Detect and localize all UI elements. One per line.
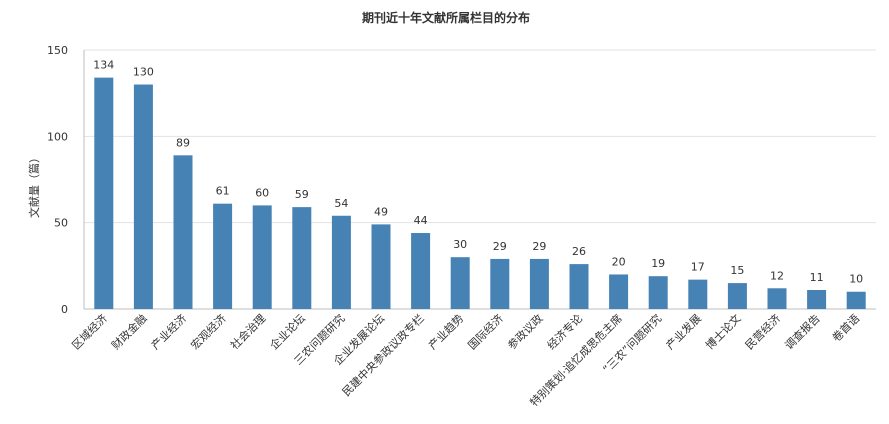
bar[interactable]: [846, 291, 866, 309]
bar[interactable]: [767, 288, 787, 309]
chart-title: 期刊近十年文献所属栏目的分布: [362, 10, 530, 25]
bar[interactable]: [569, 264, 589, 309]
bar[interactable]: [727, 283, 747, 309]
gridlines: [84, 49, 876, 224]
x-tick-label: 调查报告: [782, 311, 823, 352]
data-label: 11: [810, 271, 824, 284]
x-tick-label: 财政金融: [109, 311, 150, 352]
data-label: 130: [133, 66, 154, 79]
data-label: 60: [255, 186, 269, 199]
y-tick-label: 50: [54, 217, 68, 230]
x-tick-label: 宏观经济: [188, 311, 229, 352]
bar[interactable]: [94, 77, 114, 309]
data-label: 54: [334, 197, 348, 210]
data-label: 61: [216, 185, 230, 198]
data-label: 10: [849, 273, 863, 286]
bar[interactable]: [529, 258, 549, 309]
data-label: 59: [295, 188, 309, 201]
bar[interactable]: [252, 205, 272, 309]
x-tick-label: 卷首语: [829, 311, 862, 344]
bar[interactable]: [450, 257, 470, 309]
x-tick-label: 民营经济: [742, 311, 783, 352]
bar[interactable]: [331, 215, 351, 309]
x-axis-ticks: 区域经济 财政金融 产业经济 宏观经济 社会治理 企业论坛三农问题研究企业发展论坛民建中央…: [69, 311, 862, 409]
x-tick-label: 参政议政: [505, 311, 546, 352]
y-tick-label: 0: [61, 303, 68, 316]
x-tick-label: 国际经济: [465, 311, 506, 352]
bar[interactable]: [609, 274, 629, 309]
x-tick-label: 产业趋势: [425, 311, 466, 352]
x-tick-label: 产业经济: [148, 311, 189, 352]
data-label: 44: [414, 214, 428, 227]
x-tick-label: 博士论文: [703, 311, 744, 352]
bar[interactable]: [371, 224, 391, 309]
bar[interactable]: [807, 290, 827, 309]
bar[interactable]: [213, 203, 233, 309]
data-label: 49: [374, 205, 388, 218]
x-tick-label: 区域经济: [69, 311, 110, 352]
data-label: 89: [176, 136, 190, 149]
data-label: 20: [612, 255, 626, 268]
data-labels: 134 130 89 61 60 59 54 49 44 30 29 29 26 20 19 17 15 12 11…: [93, 59, 863, 286]
x-tick-label: 产业发展: [663, 311, 704, 352]
data-label: 26: [572, 245, 586, 258]
bar[interactable]: [133, 84, 153, 310]
data-label: 15: [730, 264, 744, 277]
x-tick-label: 企业论坛: [267, 311, 308, 352]
x-tick-label: 经济专论: [544, 311, 585, 352]
y-axis-label: 文献量（篇）: [27, 152, 41, 218]
data-label: 30: [453, 238, 467, 251]
y-axis-ticks: 0 50 100 150: [47, 44, 68, 316]
y-tick-label: 150: [47, 44, 68, 57]
bar[interactable]: [490, 258, 510, 309]
bars: [94, 77, 866, 310]
bar[interactable]: [688, 279, 708, 309]
x-tick-label: 社会治理: [227, 311, 268, 352]
bar[interactable]: [173, 155, 193, 309]
data-label: 29: [493, 240, 507, 253]
data-label: 12: [770, 269, 784, 282]
data-label: 134: [93, 59, 114, 72]
data-label: 29: [532, 240, 546, 253]
bar[interactable]: [292, 207, 312, 309]
data-label: 19: [651, 257, 665, 270]
data-label: 17: [691, 261, 705, 274]
y-tick-label: 100: [47, 130, 68, 143]
bar[interactable]: [648, 276, 668, 309]
bar[interactable]: [411, 233, 431, 309]
